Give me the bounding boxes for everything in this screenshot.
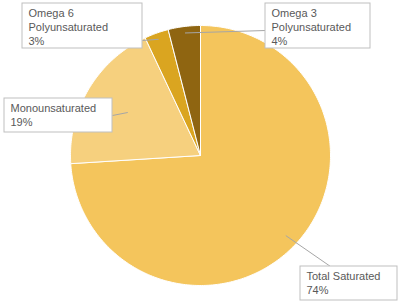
- svg-text:Omega 3Polyunsaturated4%: Omega 3Polyunsaturated4%: [272, 7, 352, 47]
- svg-text:Omega 6Polyunsaturated3%: Omega 6Polyunsaturated3%: [29, 7, 109, 47]
- svg-text:Total Saturated74%: Total Saturated74%: [307, 270, 381, 296]
- svg-text:Monounsaturated19%: Monounsaturated19%: [11, 102, 97, 128]
